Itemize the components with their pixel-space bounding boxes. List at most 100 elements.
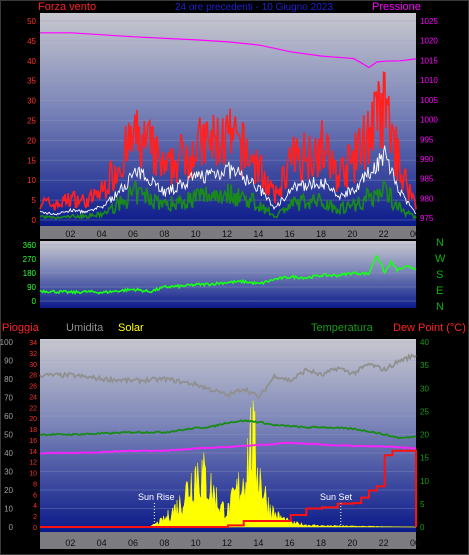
rain-y-tick-18: 18 (29, 427, 37, 434)
pressure-y-tick-1025: 1025 (420, 17, 438, 26)
wind-y-tick-45: 45 (27, 37, 36, 46)
humidity-y-tick-100: 100 (0, 338, 14, 347)
temperature-y-tick-15: 15 (420, 454, 429, 463)
wind-x-tick-00: 00 (410, 229, 420, 239)
wind-x-tick-04: 04 (97, 229, 107, 239)
rain-y-tick-34: 34 (29, 340, 37, 347)
wind-x-tick-20: 20 (347, 229, 357, 239)
rain-y-tick-30: 30 (29, 362, 37, 369)
direction-panel-bg (40, 241, 416, 308)
rain-y-tick-32: 32 (29, 351, 37, 358)
dewpoint-axis-title: Dew Point (°C) (393, 322, 466, 334)
humidity-y-tick-40: 40 (4, 449, 13, 458)
pressure-y-tick-1005: 1005 (420, 96, 438, 105)
rain-y-tick-2: 2 (33, 514, 37, 521)
rain-x-tick-06: 06 (128, 538, 138, 548)
wind-x-tick-band (40, 226, 416, 239)
rain-x-tick-band (40, 532, 416, 549)
pressure-y-tick-1020: 1020 (420, 37, 438, 46)
rain-y-tick-4: 4 (33, 503, 37, 510)
series-layer (39, 32, 417, 528)
wind-x-tick-18: 18 (316, 229, 326, 239)
rain-x-tick-08: 08 (159, 538, 169, 548)
wind-y-tick-35: 35 (27, 77, 36, 86)
wind-x-tick-10: 10 (191, 229, 201, 239)
wind-y-tick-50: 50 (27, 17, 36, 26)
rain-x-tick-00: 00 (410, 538, 420, 548)
direction-y-tick-90: 90 (27, 283, 36, 292)
wind-y-tick-30: 30 (27, 97, 36, 106)
pressure-line (40, 32, 417, 69)
humidity-y-tick-90: 90 (4, 357, 13, 366)
pressure-y-tick-980: 980 (420, 194, 434, 203)
pressure-y-tick-995: 995 (420, 135, 434, 144)
humidity-y-tick-80: 80 (4, 375, 13, 384)
rain-y-tick-16: 16 (29, 438, 37, 445)
rain-x-tick-20: 20 (347, 538, 357, 548)
temperature-y-tick-35: 35 (420, 361, 429, 370)
rain-y-tick-12: 12 (29, 460, 37, 467)
pressure-axis-title: Pressione (372, 1, 421, 13)
wind-y-tick-0: 0 (32, 216, 37, 225)
wind-avg-line (39, 145, 417, 216)
temperature-y-tick-40: 40 (420, 338, 429, 347)
temperature-y-tick-30: 30 (420, 384, 429, 393)
humidity-y-tick-50: 50 (4, 431, 13, 440)
chart-title: 24 ore precedenti - 10 Giugno 2023 (175, 2, 333, 13)
wind-x-tick-12: 12 (222, 229, 232, 239)
pressure-y-tick-975: 975 (420, 214, 434, 223)
wind-y-tick-20: 20 (27, 136, 36, 145)
wind-min-line (39, 178, 417, 221)
wind-direction-line (39, 254, 417, 295)
compass-n-top: N (436, 237, 444, 249)
pressure-y-tick-1000: 1000 (420, 116, 438, 125)
rain-y-tick-22: 22 (29, 405, 37, 412)
humidity-y-tick-10: 10 (4, 505, 13, 514)
temperature-y-tick-20: 20 (420, 431, 429, 440)
wind-speed-line (39, 71, 417, 211)
temperature-y-tick-0: 0 (420, 523, 425, 532)
wind-x-tick-14: 14 (253, 229, 263, 239)
solar-axis-title: Solar (118, 322, 144, 334)
pressure-y-tick-1010: 1010 (420, 76, 438, 85)
dewpoint-line (39, 441, 417, 455)
rain-x-tick-12: 12 (222, 538, 232, 548)
temperature-y-tick-25: 25 (420, 407, 429, 416)
rain-x-tick-14: 14 (253, 538, 263, 548)
rain-y-tick-28: 28 (29, 373, 37, 380)
rain-x-tick-22: 22 (379, 538, 389, 548)
temperature-y-tick-10: 10 (420, 477, 429, 486)
pressure-y-tick-1015: 1015 (420, 56, 438, 65)
temperature-axis-title: Temperatura (311, 322, 374, 334)
wind-y-tick-25: 25 (27, 117, 36, 126)
annotations (153, 503, 342, 527)
pressure-y-tick-985: 985 (420, 175, 434, 184)
humidity-y-tick-20: 20 (4, 486, 13, 495)
tick-labels: 0510152025303540455097598098599099510001… (0, 17, 438, 548)
humidity-axis-title: Umidita (66, 322, 104, 334)
direction-y-tick-270: 270 (23, 255, 37, 264)
compass-w: W (435, 253, 446, 265)
humidity-y-tick-60: 60 (4, 412, 13, 421)
rain-line (40, 449, 417, 528)
pressure-y-tick-990: 990 (420, 155, 434, 164)
rain-y-tick-20: 20 (29, 416, 37, 423)
rain-x-tick-16: 16 (285, 538, 295, 548)
rain-y-tick-0: 0 (33, 525, 37, 532)
humidity-y-tick-70: 70 (4, 394, 13, 403)
direction-y-tick-0: 0 (32, 297, 37, 306)
temperature-line (39, 419, 417, 440)
rain-x-tick-02: 02 (65, 538, 75, 548)
humidity-y-tick-30: 30 (4, 468, 13, 477)
rain-y-tick-10: 10 (29, 471, 37, 478)
wind-x-tick-22: 22 (379, 229, 389, 239)
temperature-y-tick-5: 5 (420, 500, 425, 509)
rain-y-tick-6: 6 (33, 492, 37, 499)
wind-y-tick-15: 15 (27, 156, 36, 165)
rain-axis-title: Pioggia (2, 322, 40, 334)
wind-y-tick-5: 5 (32, 196, 37, 205)
wind-y-tick-40: 40 (27, 57, 36, 66)
rain-x-tick-04: 04 (97, 538, 107, 548)
wind-axis-title: Forza vento (38, 1, 96, 13)
